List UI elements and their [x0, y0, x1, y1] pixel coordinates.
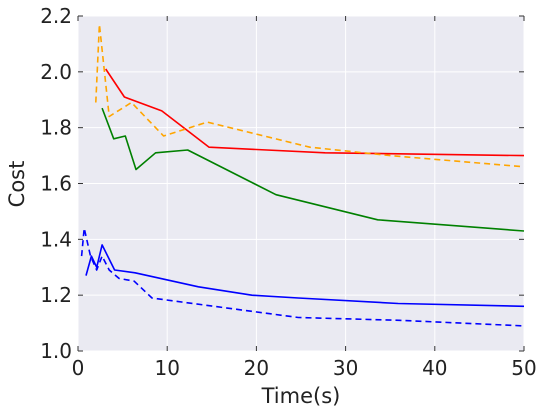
series-line-3 — [101, 107, 525, 232]
tick-marks — [77, 15, 525, 352]
series-layer — [80, 23, 525, 327]
x-tick-label: 20 — [244, 356, 269, 380]
y-tick-label: 1.4 — [40, 227, 72, 251]
x-tick-labels: 0 10 20 30 40 50 — [72, 356, 537, 380]
series-line-4 — [85, 244, 525, 308]
y-tick-labels: 1.0 1.2 1.4 1.6 1.8 2.0 2.2 — [40, 4, 72, 363]
x-tick-label: 50 — [511, 356, 536, 380]
y-tick-label: 2.2 — [40, 4, 72, 28]
x-axis-label: Time(s) — [261, 384, 341, 408]
grid-lines — [77, 15, 525, 352]
x-tick-label: 10 — [154, 356, 179, 380]
x-tick-label: 40 — [422, 356, 447, 380]
series-line-5 — [80, 227, 525, 327]
y-axis-label: Cost — [5, 161, 29, 208]
y-tick-label: 1.0 — [40, 339, 72, 363]
y-tick-label: 2.0 — [40, 60, 72, 84]
x-tick-label: 30 — [333, 356, 358, 380]
x-tick-label: 0 — [72, 356, 85, 380]
series-line-2 — [95, 23, 525, 168]
series-line-1 — [105, 68, 525, 157]
y-tick-label: 1.2 — [40, 283, 72, 307]
y-tick-label: 1.6 — [40, 172, 72, 196]
y-tick-label: 1.8 — [40, 116, 72, 140]
